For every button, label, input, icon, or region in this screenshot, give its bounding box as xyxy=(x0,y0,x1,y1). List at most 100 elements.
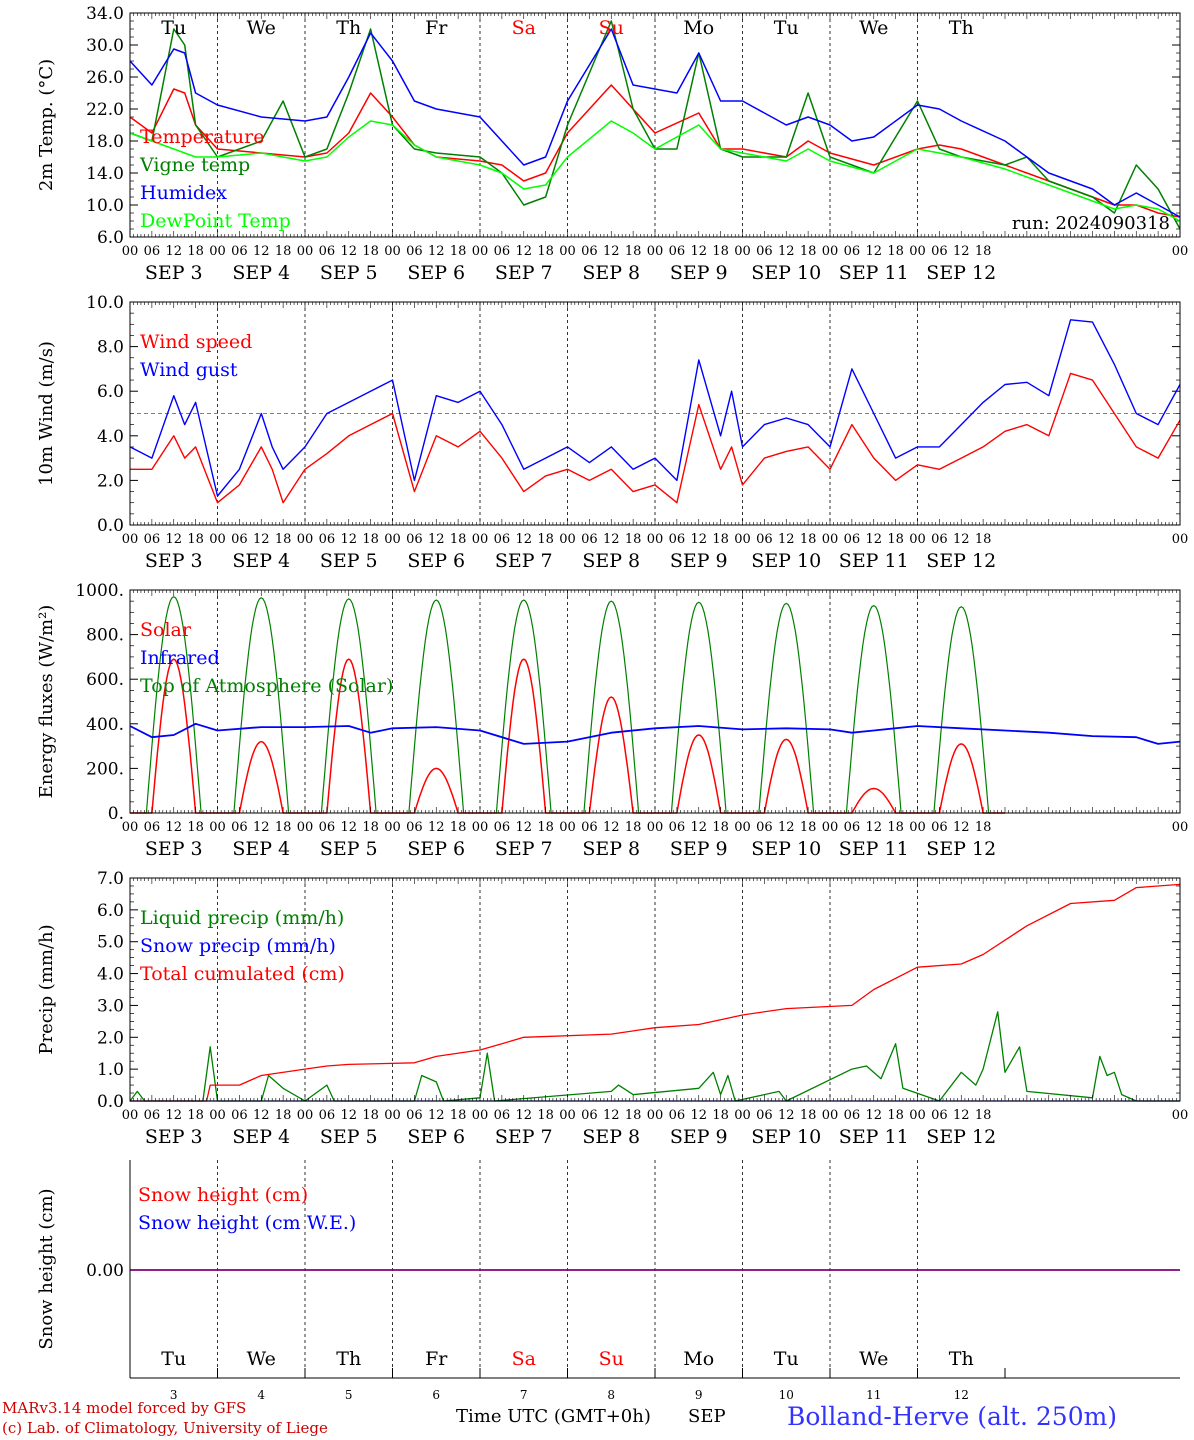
day-number: 6 xyxy=(432,1388,440,1402)
hour-label: 00 xyxy=(559,820,576,835)
hour-label: 00 xyxy=(734,820,751,835)
day-number: 10 xyxy=(779,1388,794,1402)
day-number: 4 xyxy=(257,1388,265,1402)
series-infrared xyxy=(129,722,1181,745)
legend-entry: Snow height (cm W.E.) xyxy=(138,1212,356,1234)
day-number: 9 xyxy=(695,1388,703,1402)
hour-label: 00 xyxy=(472,820,489,835)
hour-label: 06 xyxy=(494,820,511,835)
legend-entry: Vigne temp xyxy=(139,154,250,176)
hour-label: 12 xyxy=(515,1108,532,1123)
credit-line-1: MARv3.14 model forced by GFS xyxy=(2,1399,247,1417)
hour-label: 00 xyxy=(384,1108,401,1123)
date-label: SEP 8 xyxy=(582,262,640,284)
legend-entry: Wind gust xyxy=(140,359,238,381)
date-label: SEP 10 xyxy=(751,262,821,284)
date-label: SEP 11 xyxy=(839,550,909,572)
date-label: SEP 12 xyxy=(926,550,996,572)
y-tick-label: 6.0 xyxy=(97,382,124,402)
y-tick-label: 3.0 xyxy=(97,996,124,1016)
hour-label: 00 xyxy=(822,1108,839,1123)
hour-label: 18 xyxy=(187,1108,204,1123)
day-name: Tu xyxy=(774,17,799,39)
hour-label: 18 xyxy=(362,820,379,835)
hour-label: 06 xyxy=(581,1108,598,1123)
hour-label: 00 xyxy=(559,532,576,547)
legend-entry: Solar xyxy=(140,619,192,641)
hour-label: 00 xyxy=(384,820,401,835)
hour-label: 00 xyxy=(1172,820,1189,835)
y-tick-label: 0. xyxy=(108,804,124,824)
hour-label: 06 xyxy=(931,532,948,547)
hour-label: 18 xyxy=(800,1108,817,1123)
date-label: SEP 5 xyxy=(320,262,378,284)
day-name: We xyxy=(859,1348,888,1370)
hour-label: 06 xyxy=(406,1108,423,1123)
hour-label: 18 xyxy=(625,1108,642,1123)
hour-label: 12 xyxy=(515,244,532,259)
hour-label: 06 xyxy=(844,820,861,835)
hour-label: 06 xyxy=(844,244,861,259)
time-axis-label: Time UTC (GMT+0h) xyxy=(456,1406,651,1427)
day-number: 11 xyxy=(866,1388,881,1402)
hour-label: 00 xyxy=(384,532,401,547)
hour-label: 06 xyxy=(931,820,948,835)
hour-label: 00 xyxy=(734,244,751,259)
y-tick-label: 30.0 xyxy=(86,36,124,56)
date-label: SEP 10 xyxy=(751,838,821,860)
series-dewpoint-temp xyxy=(129,120,1181,222)
hour-label: 00 xyxy=(122,244,139,259)
hour-label: 18 xyxy=(887,532,904,547)
hour-label: 12 xyxy=(165,244,182,259)
y-axis-label: Snow height (cm) xyxy=(36,1188,57,1349)
hour-label: 12 xyxy=(865,820,882,835)
hour-label: 00 xyxy=(909,532,926,547)
hour-label: 12 xyxy=(690,1108,707,1123)
y-tick-label: 14.0 xyxy=(86,164,124,184)
legend-entry: Snow precip (mm/h) xyxy=(140,935,336,957)
legend-entry: Top of Atmosphere (Solar) xyxy=(140,675,393,697)
day-name: Mo xyxy=(683,17,714,39)
hour-label: 06 xyxy=(494,244,511,259)
y-tick-label: 7.0 xyxy=(97,869,124,889)
date-label: SEP 10 xyxy=(751,550,821,572)
hour-label: 18 xyxy=(450,820,467,835)
y-axis-label: Precip (mm/h) xyxy=(36,924,57,1054)
y-axis-label: Energy fluxes (W/m²) xyxy=(36,605,57,799)
hour-label: 00 xyxy=(209,244,226,259)
hour-label: 00 xyxy=(297,1108,314,1123)
hour-label: 18 xyxy=(187,820,204,835)
date-label: SEP 6 xyxy=(407,1126,465,1148)
hour-label: 06 xyxy=(931,244,948,259)
hour-label: 18 xyxy=(537,244,554,259)
y-tick-label: 4.0 xyxy=(97,427,124,447)
date-label: SEP 3 xyxy=(145,262,203,284)
hour-label: 18 xyxy=(362,1108,379,1123)
hour-label: 06 xyxy=(581,820,598,835)
hour-label: 18 xyxy=(275,820,292,835)
date-label: SEP 9 xyxy=(670,262,728,284)
hour-label: 00 xyxy=(209,1108,226,1123)
hour-label: 00 xyxy=(559,244,576,259)
series-wind-speed xyxy=(130,372,1181,504)
hour-label: 06 xyxy=(669,820,686,835)
day-name: Fr xyxy=(425,1348,448,1370)
hour-label: 12 xyxy=(690,532,707,547)
hour-label: 18 xyxy=(187,244,204,259)
hour-label: 00 xyxy=(122,532,139,547)
day-number: 12 xyxy=(954,1388,969,1402)
legend-entry: Infrared xyxy=(140,647,220,669)
hour-label: 12 xyxy=(340,820,357,835)
series-humidex xyxy=(129,28,1181,218)
date-label: SEP 11 xyxy=(839,1126,909,1148)
y-tick-label: 10.0 xyxy=(86,196,124,216)
hour-label: 18 xyxy=(887,1108,904,1123)
hour-label: 06 xyxy=(844,1108,861,1123)
legend-entry: DewPoint Temp xyxy=(140,210,291,232)
day-name: Sa xyxy=(512,1348,536,1370)
hour-label: 00 xyxy=(384,244,401,259)
day-name: Sa xyxy=(512,17,536,39)
hour-label: 06 xyxy=(931,1108,948,1123)
day-name: Th xyxy=(336,1348,361,1370)
